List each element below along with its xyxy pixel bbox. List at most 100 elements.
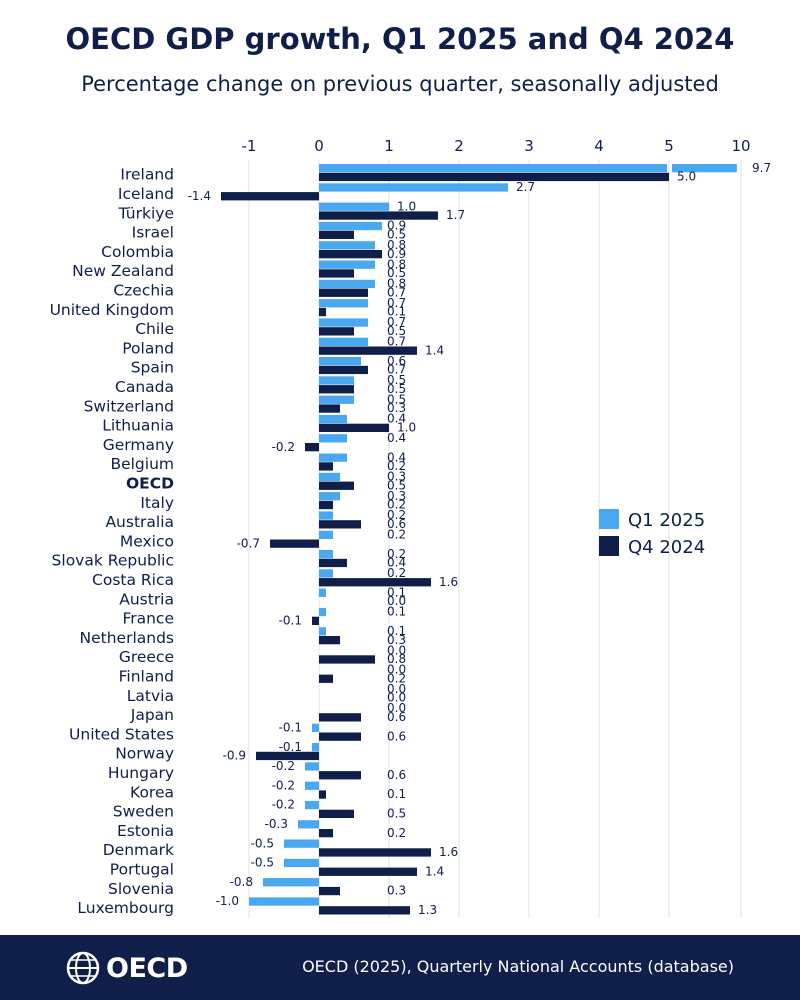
bar-q1-2025-tail	[672, 164, 737, 173]
category-label: Canada	[115, 378, 174, 396]
data-label: 0.0	[387, 701, 406, 715]
data-label: 0.5	[387, 373, 406, 387]
bar-q1-2025	[305, 762, 319, 771]
bar-q4-2024	[256, 751, 319, 761]
bar-q4-2024	[319, 172, 669, 182]
bar-q4-2024	[319, 809, 354, 818]
data-label: 0.1	[387, 605, 406, 619]
bar-q4-2024	[319, 713, 361, 722]
data-label: -0.2	[272, 440, 295, 454]
data-label: 0.1	[387, 305, 406, 319]
data-label: 1.4	[425, 864, 444, 878]
data-label: 0.0	[387, 682, 406, 696]
bar-q1-2025	[319, 511, 333, 520]
data-label: 0.0	[387, 594, 406, 608]
category-label: Slovenia	[108, 880, 174, 898]
category-label: Estonia	[117, 822, 174, 840]
data-label: 0.0	[387, 691, 406, 705]
bar-q4-2024	[312, 616, 319, 625]
bar-q4-2024	[319, 481, 354, 490]
bar-q1-2025	[319, 318, 368, 327]
data-label: -0.2	[272, 778, 295, 792]
data-label: -0.1	[279, 721, 302, 735]
chart-title: OECD GDP growth, Q1 2025 and Q4 2024	[65, 22, 735, 56]
x-tick-label: 0	[314, 137, 324, 155]
data-label: 0.4	[387, 431, 406, 445]
data-label: 0.2	[387, 826, 406, 840]
bar-q1-2025	[319, 627, 326, 636]
bar-q1-2025	[249, 897, 319, 906]
data-label: 0.6	[387, 354, 406, 368]
bar-q1-2025	[284, 858, 319, 868]
data-label: 1.0	[397, 199, 416, 213]
bar-q4-2024	[319, 211, 438, 220]
category-label: Korea	[130, 783, 174, 801]
data-label: 0.5	[387, 478, 406, 492]
bar-chart: -1 0 1 2 3 4 5 10 Ireland 9.7 5.0 Iceland 2.7 -1.4 Tür…	[50, 137, 771, 918]
bar-q4-2024	[319, 578, 431, 587]
category-label: Luxembourg	[77, 899, 174, 917]
category-label: Mexico	[120, 532, 174, 550]
bar-q1-2025	[298, 820, 319, 829]
bar-q4-2024	[319, 307, 326, 317]
data-label: -0.7	[237, 536, 260, 550]
category-label: Italy	[140, 494, 174, 512]
bar-q4-2024	[319, 365, 368, 375]
data-label: 1.4	[425, 343, 444, 357]
data-label: 0.2	[387, 459, 406, 473]
data-label: 0.0	[387, 643, 406, 657]
data-label: 0.6	[387, 729, 406, 743]
bar-q4-2024	[319, 423, 389, 432]
data-label: -0.9	[223, 749, 246, 763]
bar-q4-2024	[319, 327, 354, 336]
bar-q1-2025	[319, 357, 361, 366]
data-label: 0.2	[387, 566, 406, 580]
category-label: Germany	[103, 436, 174, 454]
x-tick-label: 5	[664, 137, 674, 155]
bar-q1-2025	[319, 376, 354, 385]
bar-q4-2024	[319, 636, 340, 645]
oecd-logo[interactable]: OECD	[66, 951, 188, 985]
x-tick-label: 10	[731, 137, 750, 155]
data-label: -0.2	[272, 759, 295, 773]
bar-q4-2024	[319, 520, 361, 529]
bar-q4-2024	[319, 732, 361, 741]
x-tick-label: 3	[524, 137, 534, 155]
category-label: Denmark	[103, 841, 174, 859]
bar-q4-2024	[305, 443, 319, 452]
bar-q1-2025	[319, 530, 333, 539]
data-label: 2.7	[516, 180, 535, 194]
data-label: 1.7	[446, 208, 465, 222]
bar-q1-2025	[319, 202, 389, 211]
bar-q1-2025	[319, 414, 347, 424]
bar-q4-2024	[319, 462, 333, 471]
bar-q4-2024	[319, 655, 375, 664]
data-label: -1.0	[216, 894, 239, 908]
data-label: -0.8	[230, 875, 253, 889]
data-label: -0.5	[251, 856, 274, 870]
bar-q1-2025	[319, 453, 347, 462]
logo-text: OECD	[106, 952, 188, 984]
data-label: 0.4	[387, 556, 406, 570]
data-label: 0.2	[387, 508, 406, 522]
data-label: 0.6	[387, 517, 406, 531]
bar-q1-2025	[263, 878, 319, 887]
category-label: Japan	[130, 706, 174, 724]
data-label: 0.4	[387, 450, 406, 464]
legend-swatch-q1	[599, 509, 619, 529]
category-label: Finland	[119, 667, 174, 685]
data-label: 9.7	[752, 161, 771, 175]
data-label: 0.5	[387, 392, 406, 406]
bar-q4-2024	[319, 848, 431, 857]
bar-q4-2024	[319, 771, 361, 780]
source-note: OECD (2025), Quarterly National Accounts…	[302, 957, 734, 976]
bar-q1-2025	[319, 492, 340, 501]
bar-q4-2024	[221, 192, 319, 201]
category-label: France	[122, 610, 174, 628]
data-label: 1.6	[439, 575, 458, 589]
category-label: Belgium	[110, 455, 174, 473]
data-label: 0.1	[387, 787, 406, 801]
category-label: Poland	[122, 339, 174, 357]
legend-swatch-q4	[599, 536, 619, 556]
category-label: Australia	[105, 513, 174, 531]
